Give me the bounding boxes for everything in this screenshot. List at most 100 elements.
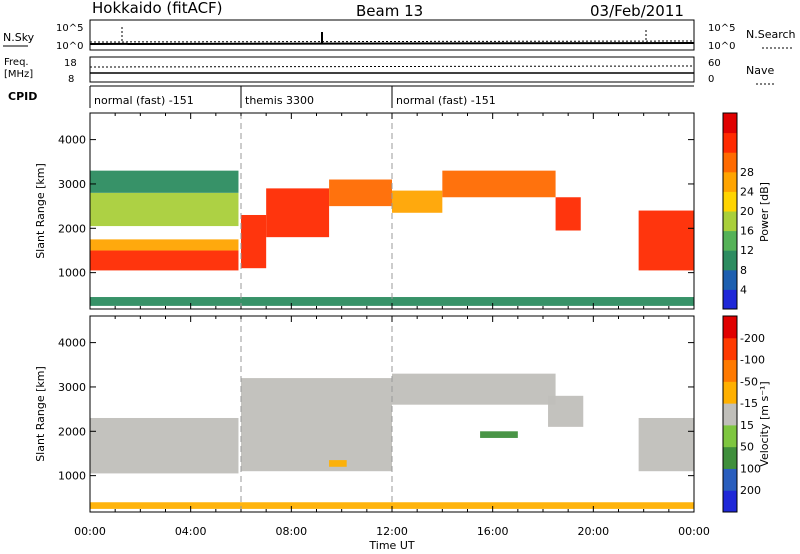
- colorbar-swatch: [723, 381, 737, 404]
- cpid-segment-label: normal (fast) -151: [94, 94, 194, 107]
- scatter-band: [90, 297, 694, 306]
- freq-tick-top: 18: [64, 58, 77, 69]
- scatter-band: [90, 239, 239, 251]
- colorbar-swatch: [723, 490, 737, 513]
- y-tick-label: 1000: [58, 470, 86, 483]
- colorbar-tick-label: 24: [740, 185, 754, 198]
- colorbar-tick-label: -50: [740, 375, 758, 388]
- station-title: Hokkaido (fitACF): [92, 0, 223, 17]
- colorbar-swatch: [723, 403, 737, 426]
- scatter-band: [638, 417, 694, 472]
- nsearch-tick-top: 10^5: [708, 23, 735, 34]
- scatter-band: [555, 197, 581, 231]
- power-panel: 1000 2000 3000 4000 Slant Range [km] 4 8 12 16…: [34, 112, 771, 310]
- y-tick-label: 2000: [58, 222, 86, 235]
- colorbar-swatch: [723, 424, 737, 448]
- cpid-strip: CPID normal (fast) -151 themis 3300 normal…: [8, 85, 694, 108]
- freq-unit: [MHz]: [4, 69, 33, 80]
- scatter-band: [90, 417, 239, 474]
- y-tick-label: 2000: [58, 425, 86, 438]
- cpid-segment-label: themis 3300: [245, 94, 314, 107]
- scatter-band: [480, 431, 518, 438]
- nsky-line: [89, 42, 695, 45]
- scatter-band: [638, 210, 694, 271]
- scatter-band: [90, 192, 239, 227]
- x-tick-label: 12:00: [376, 525, 408, 538]
- nsearch-label: N.Search: [746, 28, 796, 41]
- colorbar-swatch: [723, 211, 737, 232]
- power-ylabel: Slant Range [km]: [34, 163, 47, 259]
- colorbar-swatch: [723, 289, 737, 310]
- colorbar-swatch: [723, 269, 737, 290]
- nsearch-tick-bottom: 10^0: [708, 41, 735, 52]
- scatter-band: [266, 188, 330, 238]
- colorbar-swatch: [723, 468, 737, 491]
- colorbar-swatch: [723, 132, 737, 153]
- y-tick-label: 1000: [58, 267, 86, 280]
- nsky-tick-bottom: 10^0: [56, 41, 83, 52]
- scatter-band: [90, 250, 239, 271]
- x-tick-label: 20:00: [577, 525, 609, 538]
- colorbar-frame: [722, 315, 738, 513]
- date-title: 03/Feb/2011: [590, 2, 684, 20]
- nave-tick-bottom: 0: [708, 74, 714, 85]
- colorbar-swatch: [723, 113, 737, 134]
- y-tick-label: 4000: [58, 337, 86, 350]
- colorbar-tick-label: 12: [740, 244, 754, 257]
- colorbar-tick-label: 4: [740, 283, 747, 296]
- x-axis-label: Time UT: [368, 539, 414, 552]
- nsky-label: N.Sky: [3, 31, 35, 44]
- scatter-band: [392, 190, 443, 213]
- colorbar-tick-label: 16: [740, 225, 754, 238]
- beam-title: Beam 13: [356, 2, 423, 20]
- nsearch-line: [89, 40, 695, 43]
- x-tick-label: 16:00: [477, 525, 509, 538]
- colorbar-tick-label: 8: [740, 264, 747, 277]
- colorbar-swatch: [723, 316, 737, 339]
- colorbar-swatch: [723, 250, 737, 271]
- colorbar-frame: [722, 112, 738, 310]
- scatter-band: [442, 170, 556, 198]
- velocity-panel: 1000 2000 3000 4000 Slant Range [km] 200 100…: [34, 315, 771, 513]
- colorbar-swatch: [723, 152, 737, 173]
- colorbar-swatch: [723, 171, 737, 192]
- colorbar-swatch: [723, 337, 737, 361]
- x-tick-label: 04:00: [175, 525, 207, 538]
- freq-tick-bottom: 8: [68, 74, 74, 85]
- x-tick-label: 08:00: [275, 525, 307, 538]
- colorbar-tick-label: 28: [740, 166, 754, 179]
- x-tick-label: 00:00: [74, 525, 106, 538]
- colorbar-swatch: [723, 359, 737, 382]
- scatter-band: [241, 378, 392, 472]
- y-tick-label: 4000: [58, 134, 86, 147]
- power-colorbar-label: Power [dB]: [758, 182, 771, 242]
- colorbar-tick-label: 15: [740, 419, 754, 432]
- scatter-band: [241, 214, 267, 269]
- scatter-band: [90, 170, 239, 193]
- colorbar-swatch: [723, 446, 737, 469]
- freq-label: Freq.: [4, 57, 29, 68]
- cpid-label: CPID: [8, 90, 37, 103]
- nave-tick-top: 60: [708, 58, 721, 69]
- colorbar-tick-label: 200: [740, 484, 761, 497]
- scatter-band: [329, 179, 392, 207]
- colorbar-tick-label: -15: [740, 397, 758, 410]
- velocity-ylabel: Slant Range [km]: [34, 366, 47, 462]
- y-tick-label: 3000: [58, 381, 86, 394]
- scatter-band: [548, 395, 584, 427]
- x-tick-label: 00:00: [678, 525, 710, 538]
- nave-label: Nave: [746, 64, 774, 77]
- colorbar-swatch: [723, 191, 737, 212]
- velocity-colorbar-label: Velocity [m s⁻¹]: [758, 381, 771, 466]
- y-tick-label: 3000: [58, 178, 86, 191]
- scatter-band: [392, 373, 556, 405]
- nsky-strip: N.Sky 10^5 10^0 10^5 10^0 N.Search: [3, 19, 796, 52]
- colorbar-tick-label: -200: [740, 332, 765, 345]
- colorbar-tick-label: -100: [740, 354, 765, 367]
- freq-strip: Freq. [MHz] 18 8 60 0 Nave: [4, 56, 774, 85]
- scatter-band: [329, 460, 347, 467]
- colorbar-swatch: [723, 230, 737, 251]
- colorbar-tick-label: 50: [740, 441, 754, 454]
- nsky-tick-top: 10^5: [56, 23, 83, 34]
